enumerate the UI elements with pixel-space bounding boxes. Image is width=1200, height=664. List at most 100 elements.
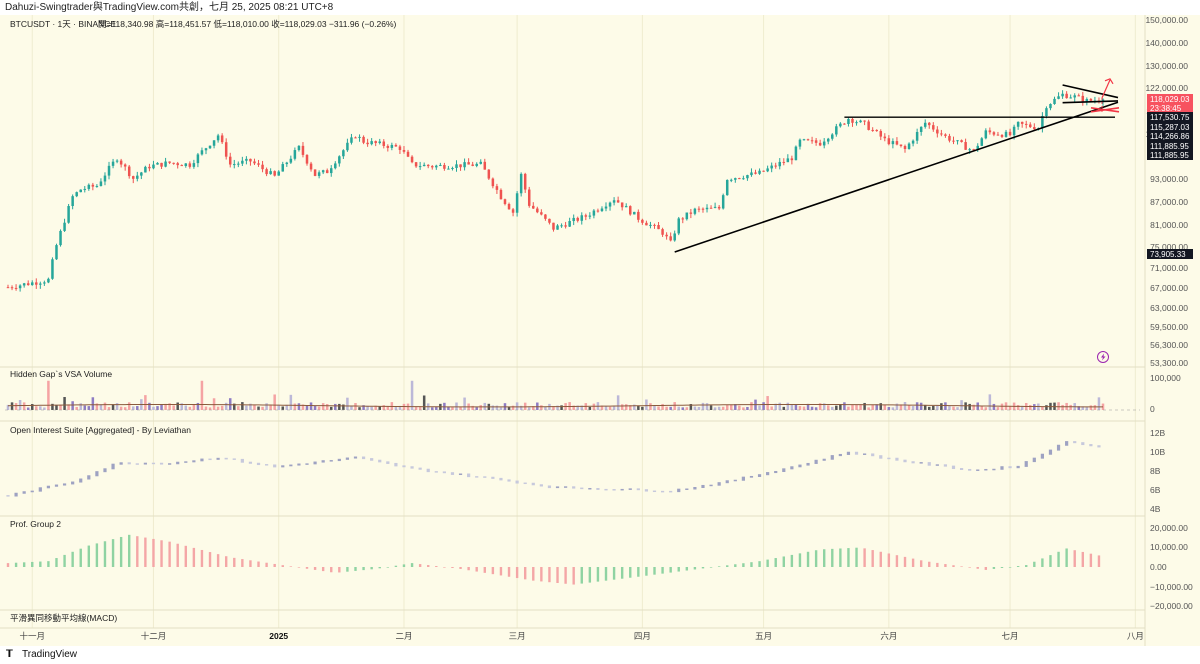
volume-bar[interactable] <box>75 406 78 410</box>
macd-histogram-bar[interactable] <box>847 548 850 567</box>
candle-down[interactable] <box>895 141 899 145</box>
candle-up[interactable] <box>233 164 236 166</box>
macd-histogram-bar[interactable] <box>144 537 147 567</box>
candle-up[interactable] <box>277 171 280 176</box>
candle-up[interactable] <box>245 158 248 161</box>
oi-candle[interactable] <box>119 462 123 465</box>
oi-candle[interactable] <box>321 460 325 463</box>
macd-histogram-bar[interactable] <box>822 549 826 567</box>
candle-down[interactable] <box>410 156 414 163</box>
candle-up[interactable] <box>677 218 680 234</box>
volume-bar[interactable] <box>152 406 155 410</box>
candle-down[interactable] <box>992 132 996 135</box>
volume-bar[interactable] <box>200 380 204 410</box>
volume-bar[interactable] <box>556 405 559 410</box>
macd-histogram-bar[interactable] <box>95 543 99 567</box>
oi-candle[interactable] <box>200 458 204 462</box>
trendline-line[interactable] <box>674 101 1119 253</box>
candle-up[interactable] <box>358 136 361 138</box>
volume-bar[interactable] <box>798 406 802 410</box>
candle-up[interactable] <box>285 162 289 165</box>
candle-up[interactable] <box>742 178 745 180</box>
volume-bar[interactable] <box>903 402 907 410</box>
macd-histogram-bar[interactable] <box>629 567 632 578</box>
oi-candle[interactable] <box>95 471 99 477</box>
candle-down[interactable] <box>362 136 365 143</box>
candle-up[interactable] <box>435 165 438 168</box>
volume-bar[interactable] <box>1016 404 1020 410</box>
candle-down[interactable] <box>940 133 943 135</box>
macd-histogram-bar[interactable] <box>176 543 179 567</box>
volume-bar[interactable] <box>996 407 1000 410</box>
candle-up[interactable] <box>451 167 454 169</box>
candle-down[interactable] <box>709 207 713 209</box>
candle-up[interactable] <box>1057 96 1060 99</box>
oi-candle[interactable] <box>22 491 26 494</box>
macd-histogram-bar[interactable] <box>152 538 155 567</box>
volume-bar[interactable] <box>734 404 737 410</box>
macd-histogram-bar[interactable] <box>370 567 373 570</box>
oi-candle[interactable] <box>353 456 358 459</box>
volume-bar[interactable] <box>317 406 321 410</box>
volume-bar[interactable] <box>172 405 175 410</box>
volume-bar[interactable] <box>956 407 959 410</box>
candle-up[interactable] <box>39 283 42 285</box>
macd-histogram-bar[interactable] <box>362 567 365 571</box>
candle-up[interactable] <box>802 139 806 141</box>
volume-bar[interactable] <box>123 407 127 410</box>
volume-bar[interactable] <box>107 407 111 410</box>
candle-up[interactable] <box>439 164 442 166</box>
oi-candle[interactable] <box>224 457 228 460</box>
oi-candle[interactable] <box>588 487 592 490</box>
volume-bar[interactable] <box>519 405 523 410</box>
oi-candle[interactable] <box>976 469 980 471</box>
oi-candle[interactable] <box>483 476 487 478</box>
candle-up[interactable] <box>43 282 46 284</box>
candle-up[interactable] <box>859 120 862 123</box>
candle-down[interactable] <box>261 164 264 170</box>
oi-candle[interactable] <box>467 473 471 478</box>
oi-candle[interactable] <box>838 453 842 457</box>
candle-up[interactable] <box>839 123 842 127</box>
volume-bar[interactable] <box>6 404 10 410</box>
volume-bar[interactable] <box>132 406 135 410</box>
oi-candle[interactable] <box>701 484 705 489</box>
oi-candle[interactable] <box>612 489 616 491</box>
oi-candle[interactable] <box>790 466 794 470</box>
volume-bar[interactable] <box>532 406 535 410</box>
volume-bar[interactable] <box>285 404 289 410</box>
volume-bar[interactable] <box>249 403 252 410</box>
candle-up[interactable] <box>746 175 749 179</box>
tradingview-logo-icon[interactable]: 𝗧 <box>6 649 13 660</box>
volume-bar[interactable] <box>382 405 386 410</box>
volume-bar[interactable] <box>71 401 74 410</box>
candle-up[interactable] <box>608 202 612 207</box>
oi-candle[interactable] <box>959 468 964 470</box>
candle-down[interactable] <box>661 229 664 235</box>
volume-bar[interactable] <box>22 402 26 410</box>
candle-up[interactable] <box>418 166 422 168</box>
volume-bar[interactable] <box>633 404 636 410</box>
candle-up[interactable] <box>1085 99 1089 102</box>
candle-up[interactable] <box>519 173 523 194</box>
volume-bar[interactable] <box>471 405 474 410</box>
oi-candle[interactable] <box>749 475 754 478</box>
candle-down[interactable] <box>1000 134 1004 137</box>
volume-bar[interactable] <box>940 403 943 410</box>
volume-bar[interactable] <box>216 406 220 410</box>
candle-down[interactable] <box>782 161 786 163</box>
macd-histogram-bar[interactable] <box>620 567 624 579</box>
macd-histogram-bar[interactable] <box>992 567 996 569</box>
oi-candle[interactable] <box>814 459 818 464</box>
macd-histogram-bar[interactable] <box>330 567 333 573</box>
volume-bar[interactable] <box>1097 397 1101 410</box>
breakout-arrow-head[interactable] <box>1104 78 1114 85</box>
candle-up[interactable] <box>766 168 769 172</box>
candle-down[interactable] <box>10 287 14 289</box>
macd-histogram-bar[interactable] <box>1057 551 1060 567</box>
candle-up[interactable] <box>588 215 592 217</box>
volume-bar[interactable] <box>600 405 604 410</box>
candle-down[interactable] <box>948 135 951 141</box>
macd-histogram-bar[interactable] <box>459 567 462 569</box>
candle-up[interactable] <box>321 170 325 173</box>
